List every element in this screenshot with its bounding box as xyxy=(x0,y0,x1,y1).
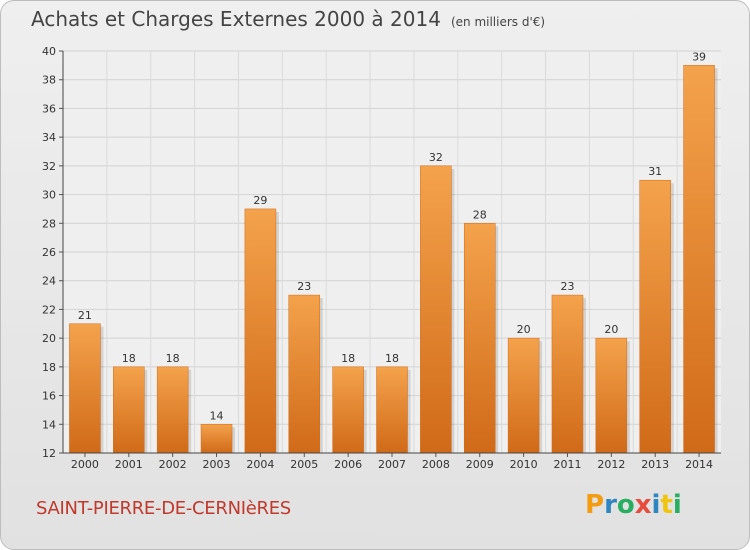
logo-letter: i xyxy=(651,490,661,520)
y-tick-label: 18 xyxy=(42,361,56,374)
bar-2006 xyxy=(332,366,364,454)
bar-2001 xyxy=(113,366,145,454)
logo-letter: i xyxy=(672,490,682,520)
logo-letter: t xyxy=(660,490,673,520)
x-tick-label: 2008 xyxy=(422,458,450,471)
y-tick-label: 28 xyxy=(42,217,56,230)
x-tick-label: 2005 xyxy=(290,458,318,471)
bars-group: 21 18 18 14 29 23 18 18 32 28 20 23 20 31 39 xyxy=(69,50,718,454)
bar-2007 xyxy=(376,366,408,454)
bar-2011 xyxy=(551,294,584,454)
y-tick-label: 12 xyxy=(42,447,56,460)
value-label: 14 xyxy=(210,409,224,422)
axes-group: 12 14 16 18 20 22 24 26 28 30 32 34 36 38 40 2000 2001 20… xyxy=(42,45,721,471)
value-label: 18 xyxy=(122,352,136,365)
bar-2013 xyxy=(639,179,671,454)
commune-name: SAINT-PIERRE-DE-CERNIèRES xyxy=(36,498,291,519)
x-tick-label: 2012 xyxy=(597,458,625,471)
value-label: 18 xyxy=(166,352,180,365)
bar-2005 xyxy=(288,294,321,454)
y-tick-label: 34 xyxy=(42,131,56,144)
y-tick-label: 16 xyxy=(42,390,56,403)
bar-2014 xyxy=(683,65,715,454)
x-tick-label: 2007 xyxy=(378,458,406,471)
y-tick-label: 26 xyxy=(42,246,56,259)
bar-2010 xyxy=(507,337,540,454)
y-tick-label: 22 xyxy=(42,303,56,316)
value-label: 23 xyxy=(560,280,574,293)
value-label: 28 xyxy=(473,208,487,221)
value-label: 31 xyxy=(648,165,662,178)
value-label: 39 xyxy=(692,50,706,63)
bar-2009 xyxy=(463,223,496,454)
chart-title: Achats et Charges Externes 2000 à 2014 xyxy=(31,7,441,31)
y-tick-label: 14 xyxy=(42,418,56,431)
value-label: 20 xyxy=(604,323,618,336)
value-label: 32 xyxy=(429,151,443,164)
x-tick-label: 2014 xyxy=(685,458,713,471)
value-label: 21 xyxy=(78,309,92,322)
chart-title-block: Achats et Charges Externes 2000 à 2014 (e… xyxy=(31,7,545,31)
bar-2008 xyxy=(420,165,452,454)
logo-letter: o xyxy=(616,490,635,520)
bar-2002 xyxy=(156,366,189,454)
x-tick-label: 2003 xyxy=(203,458,231,471)
y-tick-label: 24 xyxy=(42,275,56,288)
x-tick-label: 2001 xyxy=(115,458,143,471)
x-tick-label: 2004 xyxy=(246,458,274,471)
x-tick-label: 2006 xyxy=(334,458,362,471)
y-tick-label: 20 xyxy=(42,332,56,345)
value-label: 29 xyxy=(253,194,267,207)
x-tick-label: 2002 xyxy=(159,458,187,471)
x-tick-label: 2011 xyxy=(553,458,581,471)
unit-label: (en milliers d'€) xyxy=(450,15,546,29)
y-tick-label: 30 xyxy=(42,189,56,202)
bar-2000 xyxy=(69,323,101,454)
y-tick-label: 40 xyxy=(42,45,56,58)
y-tick-label: 36 xyxy=(42,102,56,115)
x-tick-label: 2013 xyxy=(641,458,669,471)
x-tick-label: 2009 xyxy=(466,458,494,471)
x-tick-label: 2010 xyxy=(510,458,538,471)
logo-letter: x xyxy=(634,490,652,520)
x-tick-label: 2000 xyxy=(71,458,99,471)
bar-2004 xyxy=(244,208,277,454)
value-label: 18 xyxy=(385,352,399,365)
value-label: 20 xyxy=(517,323,531,336)
logo-letter: r xyxy=(604,490,617,520)
value-label: 23 xyxy=(297,280,311,293)
logo-letter: P xyxy=(585,490,605,520)
proxiti-logo: Proxiti xyxy=(585,490,682,520)
value-label: 18 xyxy=(341,352,355,365)
bar-2003 xyxy=(200,424,233,454)
y-tick-label: 32 xyxy=(42,160,56,173)
y-tick-label: 38 xyxy=(42,74,56,87)
bar-2012 xyxy=(595,337,628,454)
